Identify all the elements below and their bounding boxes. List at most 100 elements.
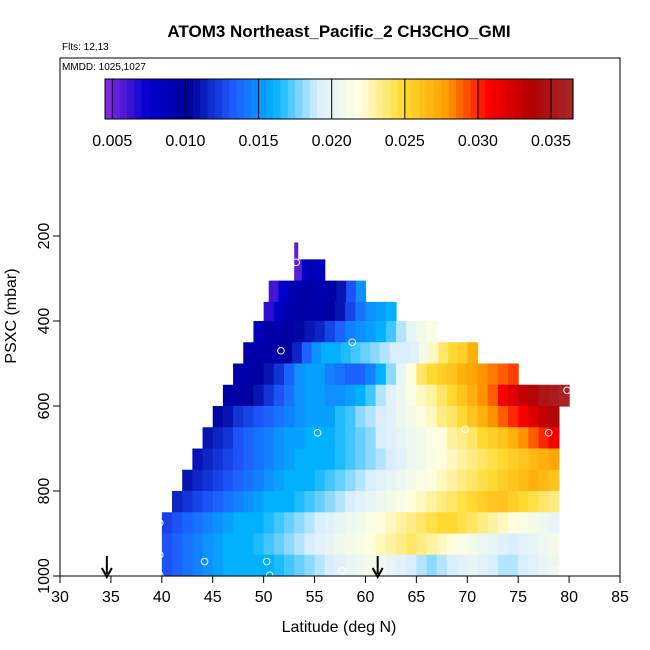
heatmap-cell [487, 363, 499, 386]
x-tick-label: 35 [102, 589, 120, 606]
heatmap-cell [385, 406, 397, 428]
heatmap-cell [518, 554, 529, 577]
heatmap-cell [253, 406, 265, 428]
heatmap-cell [365, 469, 377, 492]
heatmap-cell [263, 384, 275, 407]
heatmap-cell [273, 554, 285, 577]
heatmap-cell [416, 448, 428, 471]
colorbar-cell [492, 79, 501, 119]
heatmap-cell [243, 533, 255, 556]
colorbar-cell [126, 79, 135, 119]
colorbar-cell [170, 79, 179, 119]
heatmap-cell [268, 280, 279, 303]
heatmap-cell [345, 512, 356, 535]
heatmap-cell [436, 384, 448, 407]
latitude-arrow [371, 556, 384, 580]
heatmap-cell [192, 491, 204, 513]
heatmap-cell [375, 533, 387, 556]
colorbar-cell [441, 79, 450, 119]
heatmap-cell [273, 448, 285, 471]
heatmap-cell [375, 406, 387, 428]
colorbar-cell [222, 79, 230, 119]
heatmap-cell [233, 406, 244, 428]
heatmap-cell [263, 321, 275, 343]
heatmap-cell [385, 301, 397, 324]
heatmap-cell [273, 533, 285, 556]
colorbar-cell [163, 79, 172, 119]
heatmap-cell [345, 384, 356, 407]
heatmap-cell [446, 448, 458, 471]
heatmap-cell [436, 512, 448, 535]
heatmap-cell [375, 469, 387, 492]
heatmap-cell [192, 512, 204, 535]
heatmap-cell [487, 427, 499, 450]
heatmap-cell [222, 427, 234, 450]
heatmap-cell [273, 427, 285, 450]
colorbar-cell [419, 79, 428, 119]
heatmap-cell [457, 384, 468, 407]
colorbar-cell [360, 79, 369, 119]
heatmap-cell [304, 321, 316, 343]
heatmap-cell [282, 342, 293, 365]
heatmap-cell [396, 491, 407, 513]
colorbar-cell [346, 79, 355, 119]
observation-point [313, 428, 322, 437]
heatmap-cell [334, 427, 346, 450]
heatmap-cell [345, 491, 356, 513]
heatmap-cell [172, 491, 183, 513]
heatmap-cell [273, 469, 285, 492]
heatmap-cell [508, 406, 519, 428]
heatmap-cell [314, 512, 326, 535]
heatmap-cell [448, 342, 459, 365]
heatmap-cell [212, 469, 224, 492]
colorbar-tick-label: 0.010 [165, 133, 205, 150]
heatmap-cell [528, 512, 540, 535]
colorbar-cell [339, 79, 347, 119]
heatmap-cell [222, 533, 234, 556]
heatmap-cell [396, 406, 407, 428]
heatmap-cell [446, 469, 458, 492]
heatmap-cell [508, 384, 519, 407]
heatmap-cell [477, 384, 489, 407]
heatmap-cell [385, 448, 397, 471]
heatmap-cell [457, 533, 468, 556]
heatmap-cell [538, 469, 550, 492]
colorbar-cell [551, 79, 559, 119]
heatmap-cell [202, 554, 214, 577]
y-axis-label: PSXC (mbar) [3, 268, 20, 363]
heatmap-cell [538, 533, 550, 556]
x-tick-label: 70 [458, 589, 476, 606]
heatmap-cell [396, 512, 407, 535]
colorbar-cell [229, 79, 238, 119]
heatmap-cell [375, 363, 387, 386]
observation-point [461, 425, 470, 434]
heatmap-cell [467, 363, 479, 386]
heatmap-cell [355, 448, 367, 471]
heatmap-cell [497, 427, 509, 450]
heatmap-cell [304, 301, 316, 324]
colorbar-cell [119, 79, 128, 119]
heatmap-cell [202, 469, 214, 492]
heatmap-cell [314, 427, 326, 450]
heatmap-cell [263, 406, 275, 428]
heatmap-cell [396, 448, 407, 471]
heatmap-cell [528, 384, 540, 407]
heatmap-cell [321, 342, 332, 365]
heatmap-cell [324, 469, 336, 492]
observation-point [277, 346, 285, 355]
observation-points [155, 258, 571, 579]
colorbar-frame [104, 78, 574, 120]
heatmap-cell [345, 363, 356, 386]
heatmap-cell [365, 384, 377, 407]
heatmap-cell [477, 533, 489, 556]
heatmap-cell [304, 533, 316, 556]
heatmap-cell [324, 427, 336, 450]
heatmap-cell [538, 554, 550, 577]
heatmap-cell [284, 301, 295, 324]
heatmap-spike [294, 242, 299, 263]
heatmap-cell [273, 384, 285, 407]
colorbar-cell [375, 79, 384, 119]
heatmap-cell [426, 321, 438, 343]
heatmap-cell [273, 363, 285, 386]
heatmap-cell [457, 363, 468, 386]
